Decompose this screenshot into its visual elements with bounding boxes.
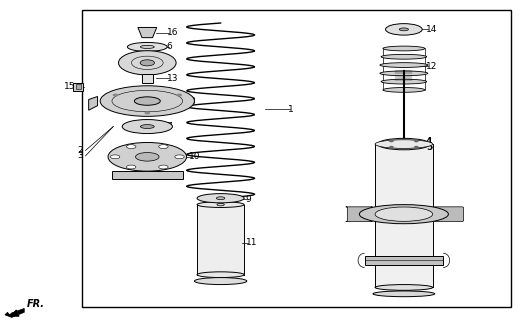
Text: 1: 1 [288, 105, 293, 114]
Text: 13: 13 [166, 74, 178, 83]
Ellipse shape [380, 63, 428, 68]
Text: 2: 2 [78, 146, 83, 155]
Ellipse shape [217, 203, 224, 206]
Ellipse shape [177, 94, 181, 96]
Ellipse shape [119, 51, 176, 75]
Ellipse shape [128, 43, 167, 51]
Text: 6: 6 [166, 42, 172, 52]
Text: 10: 10 [189, 152, 201, 161]
Ellipse shape [373, 291, 435, 297]
Bar [82, 10, 511, 307]
Ellipse shape [175, 155, 184, 159]
Ellipse shape [135, 153, 159, 161]
Bar [364, 256, 443, 265]
Polygon shape [138, 28, 157, 38]
Ellipse shape [108, 142, 186, 171]
Bar [76, 84, 81, 89]
Text: 5: 5 [426, 143, 432, 152]
Ellipse shape [383, 46, 425, 51]
Ellipse shape [194, 277, 247, 284]
Text: 7: 7 [166, 122, 172, 131]
Bar [73, 83, 83, 91]
Text: 12: 12 [426, 61, 437, 70]
Ellipse shape [375, 207, 433, 221]
Text: 7: 7 [166, 57, 172, 66]
Ellipse shape [197, 202, 244, 207]
Ellipse shape [415, 147, 418, 148]
Ellipse shape [385, 24, 422, 35]
Text: 3: 3 [78, 151, 83, 160]
Ellipse shape [383, 87, 425, 92]
Ellipse shape [100, 86, 194, 116]
Bar [375, 144, 433, 287]
Ellipse shape [375, 284, 433, 290]
Ellipse shape [377, 138, 430, 150]
FancyBboxPatch shape [346, 207, 372, 221]
Ellipse shape [140, 124, 154, 128]
Ellipse shape [381, 54, 427, 59]
Ellipse shape [113, 94, 118, 96]
Ellipse shape [380, 71, 428, 76]
Ellipse shape [381, 79, 427, 84]
Bar [197, 204, 244, 275]
Ellipse shape [159, 145, 168, 148]
Bar [112, 171, 183, 179]
Ellipse shape [145, 112, 150, 114]
Ellipse shape [390, 140, 393, 142]
Ellipse shape [110, 155, 120, 159]
Polygon shape [89, 96, 98, 110]
Ellipse shape [140, 60, 154, 66]
Text: 9: 9 [246, 195, 251, 204]
Ellipse shape [127, 165, 136, 169]
Ellipse shape [122, 120, 172, 133]
Ellipse shape [400, 28, 408, 31]
Text: 4: 4 [426, 137, 432, 146]
Ellipse shape [415, 140, 418, 142]
Ellipse shape [197, 272, 244, 277]
FancyBboxPatch shape [434, 207, 464, 221]
Text: FR.: FR. [27, 299, 45, 309]
Ellipse shape [134, 97, 160, 105]
Polygon shape [5, 308, 24, 317]
Text: 16: 16 [166, 28, 178, 37]
Ellipse shape [216, 197, 225, 200]
Ellipse shape [360, 204, 448, 224]
Text: 11: 11 [246, 238, 257, 247]
Ellipse shape [159, 165, 168, 169]
Text: 14: 14 [426, 25, 437, 34]
Text: 15: 15 [64, 82, 76, 91]
Text: 8: 8 [189, 97, 195, 106]
Ellipse shape [390, 147, 393, 148]
Ellipse shape [140, 45, 154, 48]
Ellipse shape [127, 145, 136, 148]
Ellipse shape [197, 194, 244, 203]
Ellipse shape [375, 140, 433, 148]
Bar [142, 74, 153, 83]
